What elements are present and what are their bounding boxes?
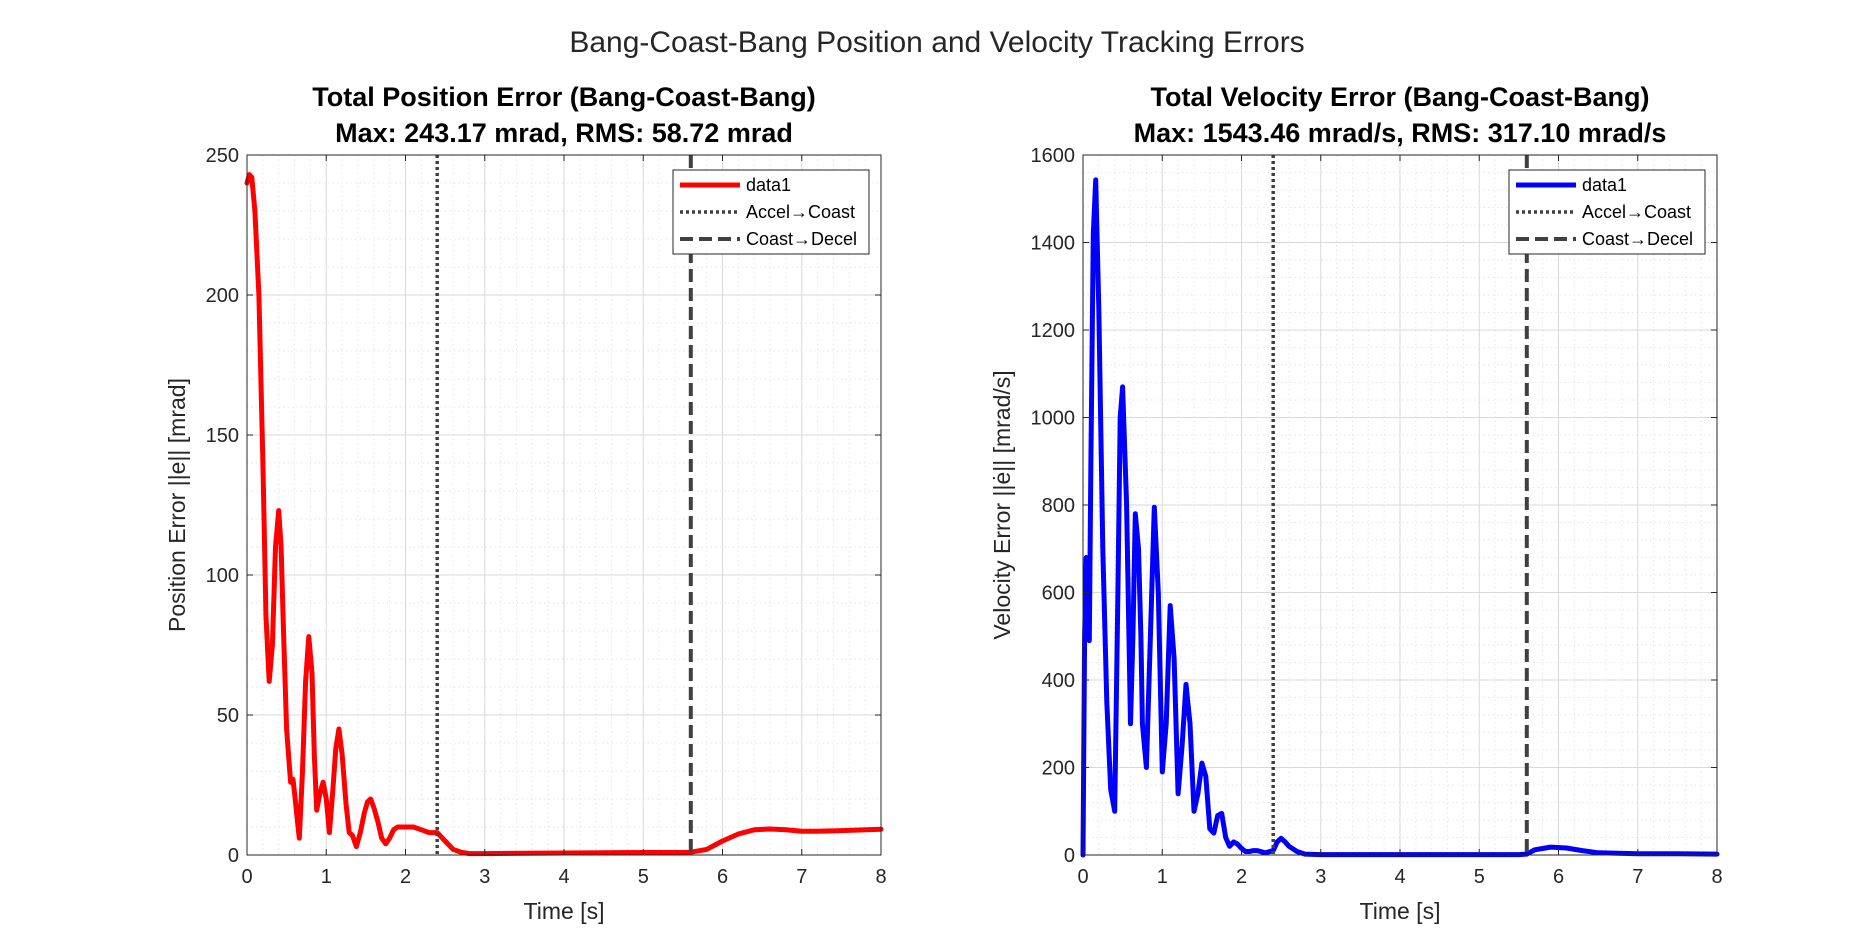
- plot-title: Total Velocity Error (Bang-Coast-Bang): [1150, 82, 1649, 112]
- y-tick-label: 400: [1042, 670, 1075, 692]
- position-error-plot: 0 1 2 3 4 5 6 7 8 0 50 100 150 200 250 Total Position E…: [164, 82, 887, 924]
- y-tick-label: 600: [1042, 583, 1075, 605]
- velocity-error-plot: 0 1 2 3 4 5 6 7 8 0 200 400 600 800 1000 1200 1400 1600 To…: [989, 82, 1723, 924]
- legend-label-series: data1: [746, 175, 791, 195]
- plot-subtitle-stats: Max: 1543.46 mrad/s, RMS: 317.10 mrad/s: [1134, 118, 1667, 148]
- series-line-data1: [244, 172, 884, 857]
- y-tick-label: 0: [1064, 845, 1075, 867]
- y-tick-label: 200: [206, 285, 239, 307]
- y-tick-label: 150: [206, 425, 239, 447]
- x-tick-label: 8: [1711, 866, 1722, 888]
- x-tick-label: 5: [1474, 866, 1485, 888]
- x-tick-label: 2: [400, 866, 411, 888]
- x-tick-label: 6: [717, 866, 728, 888]
- legend: data1 Accel→Coast Coast→Decel: [672, 169, 870, 255]
- x-tick-label: 1: [321, 866, 332, 888]
- legend-label-coast-decel: Coast→Decel: [746, 229, 857, 249]
- x-tick-label: 3: [479, 866, 490, 888]
- x-tick-label: 8: [875, 866, 886, 888]
- legend: data1 Accel→Coast Coast→Decel: [1508, 169, 1706, 255]
- x-tick-label: 7: [1632, 866, 1643, 888]
- y-tick-label: 50: [217, 705, 239, 727]
- y-tick-label: 1400: [1031, 233, 1076, 255]
- x-tick-label: 0: [241, 866, 252, 888]
- plot-subtitle-stats: Max: 243.17 mrad, RMS: 58.72 mrad: [335, 118, 793, 148]
- x-tick-label: 2: [1236, 866, 1247, 888]
- legend-label-accel-coast: Accel→Coast: [746, 202, 855, 222]
- y-tick-label: 1000: [1031, 408, 1076, 430]
- plot-title: Total Position Error (Bang-Coast-Bang): [312, 82, 816, 112]
- y-tick-label: 800: [1042, 495, 1075, 517]
- y-tick-label: 100: [206, 565, 239, 587]
- figure-title: Bang-Coast-Bang Position and Velocity Tr…: [569, 26, 1304, 59]
- x-tick-label: 5: [638, 866, 649, 888]
- x-tick-label: 1: [1157, 866, 1168, 888]
- y-tick-label: 0: [228, 845, 239, 867]
- y-axis-label: Velocity Error ||ė|| [mrad/s]: [989, 370, 1015, 639]
- legend-label-coast-decel: Coast→Decel: [1582, 229, 1693, 249]
- y-tick-label: 200: [1042, 758, 1075, 780]
- x-tick-label: 7: [796, 866, 807, 888]
- legend-label-series: data1: [1582, 175, 1627, 195]
- x-axis-label: Time [s]: [524, 898, 605, 924]
- x-tick-label: 4: [558, 866, 569, 888]
- y-tick-label: 1600: [1031, 145, 1076, 167]
- x-axis-label: Time [s]: [1360, 898, 1441, 924]
- y-tick-label: 250: [206, 145, 239, 167]
- y-tick-label: 1200: [1031, 320, 1076, 342]
- x-tick-label: 3: [1315, 866, 1326, 888]
- x-tick-label: 4: [1394, 866, 1405, 888]
- x-tick-label: 0: [1077, 866, 1088, 888]
- x-tick-label: 6: [1553, 866, 1564, 888]
- y-axis-label: Position Error ||e|| [mrad]: [164, 378, 190, 632]
- legend-label-accel-coast: Accel→Coast: [1582, 202, 1691, 222]
